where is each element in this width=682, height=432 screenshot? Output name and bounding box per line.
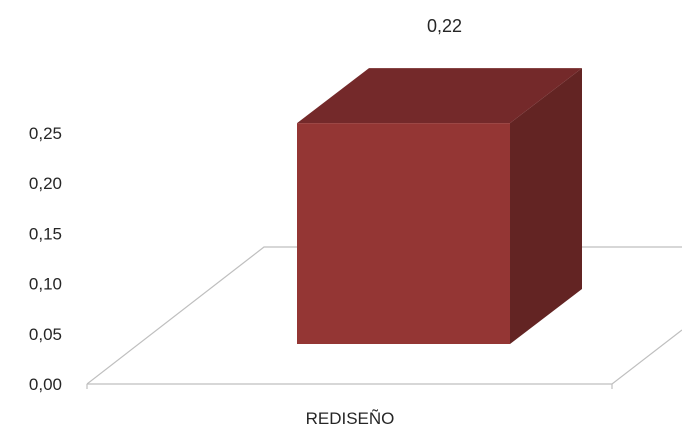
bar-top-face — [297, 68, 582, 124]
bar-front-face — [297, 123, 510, 345]
y-axis: 0,00 0,05 0,10 0,15 0,20 0,25 — [29, 124, 62, 394]
bar-rediseno — [297, 68, 582, 345]
y-tick-label: 0,20 — [29, 174, 62, 193]
bar-side-face — [510, 68, 582, 345]
y-tick-label: 0,25 — [29, 124, 62, 143]
y-tick-label: 0,00 — [29, 375, 62, 394]
y-tick-label: 0,15 — [29, 224, 62, 243]
data-label: 0,22 — [427, 16, 462, 36]
y-tick-label: 0,05 — [29, 325, 62, 344]
y-tick-label: 0,10 — [29, 275, 62, 294]
x-category-label: REDISEÑO — [306, 409, 395, 428]
